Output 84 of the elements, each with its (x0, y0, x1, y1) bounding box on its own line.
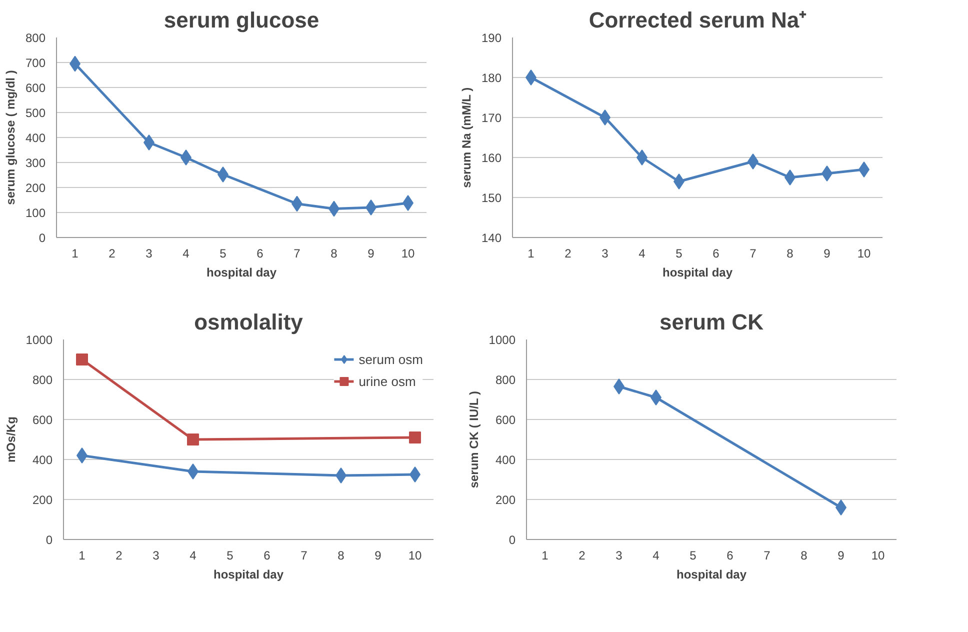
x-tick-label: 6 (726, 548, 734, 562)
x-tick-label: 5 (690, 548, 697, 562)
y-tick-label: 0 (508, 533, 516, 547)
y-tick-label: 800 (495, 373, 516, 387)
y-tick-label: 170 (481, 111, 502, 125)
x-tick-label: 9 (824, 246, 831, 260)
x-tick-label: 10 (408, 548, 422, 562)
x-tick-label: 5 (220, 246, 227, 260)
x-tick-label: 9 (838, 548, 845, 562)
x-tick-label: 10 (857, 246, 871, 260)
x-axis-title: hospital day (213, 568, 284, 582)
x-tick-label: 2 (578, 548, 586, 562)
x-tick-label: 7 (750, 246, 757, 260)
x-tick-label: 6 (712, 246, 720, 260)
y-tick-label: 400 (495, 453, 516, 467)
y-tick-label: 1000 (488, 333, 516, 347)
chart-title: Corrected serum Na⁺ (588, 8, 808, 32)
x-tick-label: 8 (338, 548, 345, 562)
chart-title: serum glucose (164, 8, 320, 32)
x-axis-title: hospital day (206, 266, 277, 280)
y-axis-title: serum CK ( IU/L ) (466, 391, 481, 488)
point (409, 432, 421, 444)
x-tick-label: 7 (294, 246, 301, 260)
y-tick-label: 200 (32, 493, 53, 507)
point (76, 354, 88, 366)
point (187, 434, 199, 446)
x-axis-title: hospital day (676, 568, 747, 582)
chart-title: serum CK (660, 310, 764, 334)
x-tick-label: 5 (676, 246, 683, 260)
y-tick-label: 140 (481, 231, 502, 245)
y-tick-label: 400 (32, 453, 53, 467)
y-axis-title: serum glucose ( mg/dl ) (3, 70, 18, 205)
y-tick-label: 400 (25, 131, 46, 145)
y-tick-label: 200 (495, 493, 516, 507)
x-tick-label: 4 (190, 548, 197, 562)
x-tick-label: 10 (871, 548, 885, 562)
y-tick-label: 200 (25, 181, 46, 195)
x-tick-label: 7 (300, 548, 308, 562)
x-tick-label: 1 (542, 548, 549, 562)
x-tick-label: 8 (800, 548, 808, 562)
x-tick-label: 1 (528, 246, 535, 260)
y-tick-label: 0 (38, 231, 46, 245)
x-tick-label: 9 (368, 246, 375, 260)
y-axis-title: serum Na (mM/L ) (459, 87, 474, 188)
x-tick-label: 2 (108, 246, 116, 260)
x-tick-label: 2 (116, 548, 123, 562)
x-tick-label: 8 (330, 246, 338, 260)
y-axis-title: mOs/Kg (4, 416, 18, 463)
y-tick-label: 0 (46, 533, 53, 547)
x-tick-label: 3 (146, 246, 153, 260)
x-tick-label: 4 (638, 246, 646, 260)
y-tick-label: 150 (481, 191, 502, 205)
y-tick-label: 800 (32, 373, 53, 387)
legend-label: urine osm (358, 374, 416, 388)
x-tick-label: 1 (72, 246, 79, 260)
x-tick-label: 3 (152, 548, 160, 562)
x-tick-label: 9 (374, 548, 382, 562)
x-tick-label: 10 (401, 246, 415, 260)
y-tick-label: 800 (25, 31, 46, 45)
x-tick-label: 5 (226, 548, 234, 562)
x-tick-label: 4 (652, 548, 660, 562)
y-tick-label: 600 (32, 413, 53, 427)
y-tick-label: 600 (25, 81, 46, 95)
y-tick-label: 180 (481, 71, 502, 85)
chart-title: osmolality (194, 310, 304, 334)
x-tick-label: 7 (764, 548, 771, 562)
y-tick-label: 600 (495, 413, 516, 427)
x-tick-label: 3 (616, 548, 623, 562)
x-tick-label: 4 (182, 246, 190, 260)
y-tick-label: 160 (481, 151, 502, 165)
x-tick-label: 1 (78, 548, 86, 562)
x-tick-label: 3 (602, 246, 609, 260)
x-tick-label: 6 (256, 246, 264, 260)
y-tick-label: 1000 (26, 333, 53, 347)
y-tick-label: 190 (481, 31, 502, 45)
y-tick-label: 700 (25, 56, 46, 70)
y-tick-label: 100 (25, 206, 46, 220)
x-tick-label: 2 (564, 246, 572, 260)
x-axis-title: hospital day (662, 266, 733, 280)
x-tick-label: 6 (264, 548, 271, 562)
y-tick-label: 500 (25, 106, 46, 120)
legend-label: serum osm (358, 352, 423, 366)
x-tick-label: 8 (786, 246, 794, 260)
y-tick-label: 300 (25, 156, 46, 170)
